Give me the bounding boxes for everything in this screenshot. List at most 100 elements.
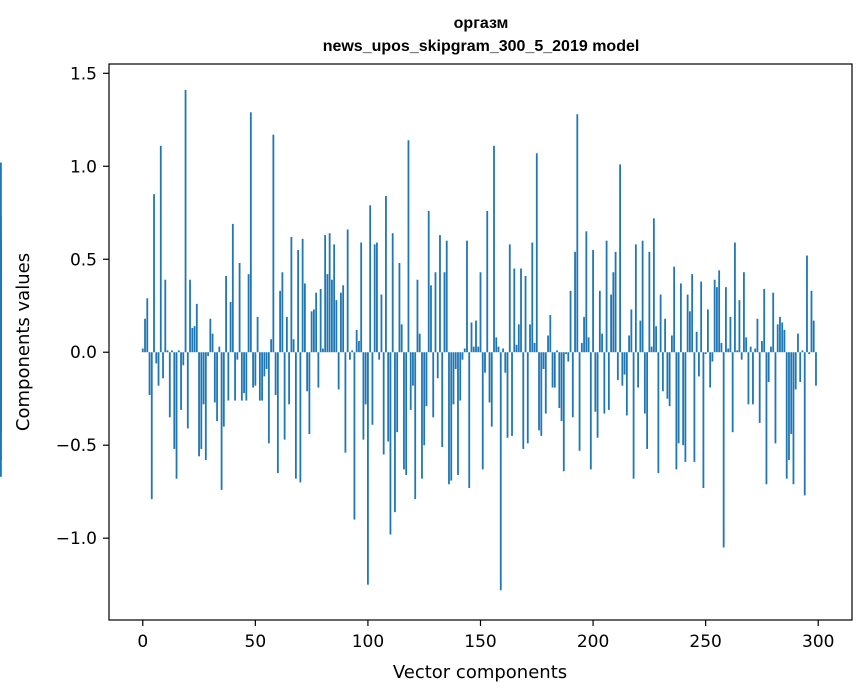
bar xyxy=(779,316,781,353)
bar xyxy=(0,331,2,353)
bar xyxy=(558,352,561,409)
bar xyxy=(655,326,658,353)
bar xyxy=(612,272,615,353)
bar xyxy=(204,352,207,461)
bar xyxy=(373,244,376,353)
bar xyxy=(761,341,763,353)
bar xyxy=(679,283,682,353)
bar xyxy=(720,342,723,353)
bar xyxy=(229,302,232,353)
bar xyxy=(603,352,606,414)
bar xyxy=(538,352,540,431)
bar xyxy=(688,311,691,353)
bar xyxy=(578,352,581,451)
bar xyxy=(409,352,412,410)
bar xyxy=(317,352,320,388)
bar xyxy=(312,309,315,353)
bar xyxy=(524,275,527,353)
bar xyxy=(173,352,176,449)
bar xyxy=(648,251,651,353)
bar xyxy=(198,352,200,457)
bar xyxy=(349,352,351,360)
bar xyxy=(587,337,590,353)
bar xyxy=(673,266,676,353)
bar xyxy=(171,350,173,353)
bar xyxy=(231,223,234,353)
bar xyxy=(716,287,718,353)
bar xyxy=(150,352,153,500)
bar xyxy=(299,352,302,483)
bar xyxy=(592,249,594,353)
bar xyxy=(225,275,227,353)
bar xyxy=(168,352,171,418)
bar xyxy=(335,300,338,353)
bar xyxy=(562,352,565,472)
bar xyxy=(457,352,459,475)
bar xyxy=(146,298,149,353)
bar xyxy=(367,352,369,585)
bar xyxy=(283,352,286,440)
bar xyxy=(387,352,390,442)
x-axis-label: Vector components xyxy=(393,662,567,683)
bar xyxy=(646,352,649,449)
bar xyxy=(355,329,358,353)
bar xyxy=(583,316,585,353)
bar xyxy=(441,352,444,448)
bar xyxy=(175,352,178,479)
bar xyxy=(236,352,239,360)
bar xyxy=(445,240,448,353)
bar xyxy=(331,279,333,353)
bar xyxy=(812,320,815,353)
bar xyxy=(693,352,696,462)
bar xyxy=(484,352,486,373)
bar xyxy=(707,309,709,353)
bar xyxy=(362,352,365,440)
bar xyxy=(700,281,703,353)
bar xyxy=(596,352,599,438)
bar xyxy=(326,274,329,353)
bar xyxy=(621,352,624,386)
bar xyxy=(353,352,356,520)
bar xyxy=(513,268,516,353)
bar xyxy=(815,352,817,386)
plot-frame xyxy=(108,63,853,621)
bar xyxy=(565,352,567,355)
bar xyxy=(711,352,714,362)
x-tick-label: 150 xyxy=(464,632,496,652)
bar xyxy=(754,348,757,353)
bar xyxy=(153,194,155,353)
bar xyxy=(391,233,394,353)
bar xyxy=(585,231,588,353)
bar xyxy=(718,270,721,353)
bar xyxy=(623,352,626,375)
y-axis-ticks: −1.0 −0.5 0.0 0.5 1.0 1.5 xyxy=(56,64,109,549)
bar xyxy=(344,352,347,453)
bar xyxy=(616,352,619,381)
bar xyxy=(567,352,570,362)
bar xyxy=(216,352,218,422)
bar xyxy=(551,352,554,388)
bar xyxy=(166,350,169,353)
bar xyxy=(416,279,419,353)
bar xyxy=(186,352,189,429)
bar xyxy=(605,240,608,353)
bar xyxy=(369,205,372,353)
bar xyxy=(337,352,340,390)
bar xyxy=(643,352,646,414)
bar xyxy=(141,348,144,353)
bar xyxy=(758,352,761,423)
bar xyxy=(245,352,248,401)
bar xyxy=(220,352,223,490)
bar xyxy=(164,279,167,353)
bar xyxy=(641,240,644,353)
bar xyxy=(279,290,282,353)
bar xyxy=(414,352,417,500)
bar xyxy=(803,352,806,496)
bar xyxy=(774,352,777,444)
bar xyxy=(247,274,250,353)
bar xyxy=(799,352,802,382)
bar xyxy=(211,333,214,353)
bar xyxy=(495,337,498,353)
bar xyxy=(571,352,574,418)
bar xyxy=(454,352,457,369)
